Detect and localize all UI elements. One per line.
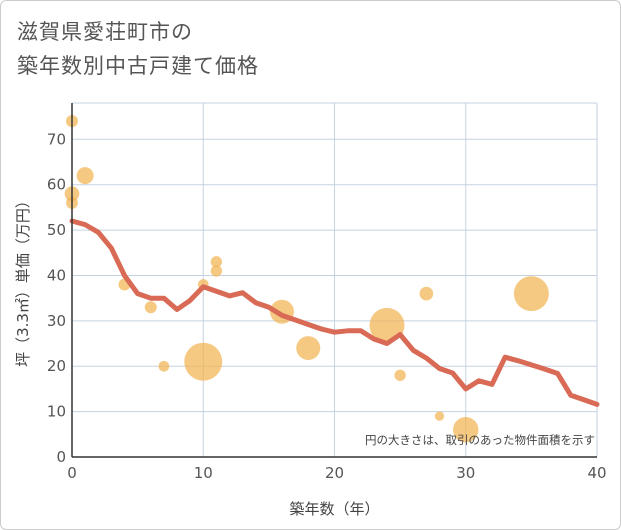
- y-tick-label: 0: [56, 448, 66, 466]
- x-tick-label: 30: [456, 464, 475, 482]
- bubble-point: [210, 256, 223, 268]
- average-line: [69, 218, 600, 407]
- average-price-line: [69, 218, 600, 407]
- y-tick-label: 10: [47, 403, 66, 421]
- y-tick-label: 60: [47, 176, 66, 194]
- y-axis-label: 坪（3.3㎡）単価（万円）: [14, 193, 32, 367]
- x-tick-label: 0: [67, 464, 77, 482]
- axes: [71, 103, 597, 458]
- bubble-point: [453, 417, 479, 443]
- grid: [72, 102, 598, 457]
- bubble-point: [76, 167, 94, 185]
- bubbles: [64, 115, 549, 443]
- bubble-point: [184, 342, 223, 381]
- y-tick-label: 40: [47, 266, 66, 284]
- x-axis-label: 築年数（年）: [289, 500, 379, 518]
- bubble-point: [369, 307, 405, 343]
- x-tick-label: 20: [325, 464, 344, 482]
- y-tick-label: 20: [47, 357, 66, 375]
- y-tick-label: 50: [47, 221, 66, 239]
- size-note: 円の大きさは、取引のあった物件面積を示す: [365, 433, 595, 447]
- y-tick-label: 30: [47, 312, 66, 330]
- x-tick-label: 40: [587, 464, 606, 482]
- bubble-point: [158, 360, 170, 372]
- bubble-point: [434, 411, 445, 421]
- y-tick-label: 70: [47, 130, 66, 148]
- bubble-point: [419, 286, 434, 301]
- bubble-point: [394, 369, 406, 381]
- bubble-point: [144, 301, 157, 314]
- bubble-point: [296, 336, 321, 361]
- chart-title: 滋賀県愛荘町市の 築年数別中古戸建て価格: [17, 15, 259, 83]
- bubble-point: [513, 276, 549, 312]
- x-tick-label: 10: [194, 464, 213, 482]
- title-line-2: 築年数別中古戸建て価格: [17, 54, 259, 78]
- tick-labels: 0 10 20 30 40 50 60 70 0 10 20 30 40: [47, 130, 607, 482]
- title-line-1: 滋賀県愛荘町市の: [17, 20, 193, 44]
- bubble-point: [210, 265, 223, 277]
